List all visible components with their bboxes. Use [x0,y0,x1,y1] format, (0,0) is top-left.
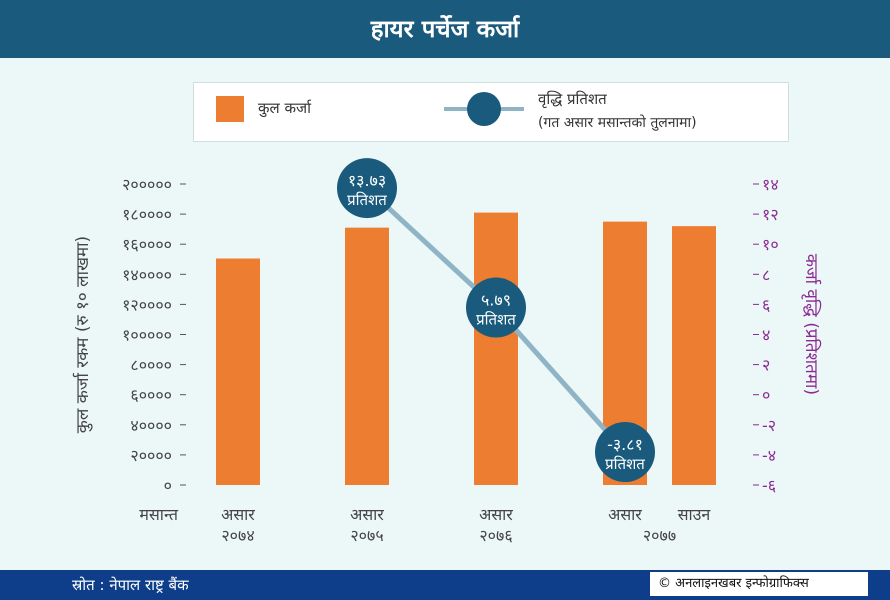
growth-unit-label: प्रतिशत [347,191,387,209]
credit-text: © अनलाइनखबर इन्फोग्राफिक्स [658,576,809,591]
right-axis-tick-label: ४ [762,326,770,345]
growth-marker [595,422,655,483]
bar [474,212,518,485]
source-text: स्रोत : नेपाल राष्ट्र बैंक [72,576,189,594]
growth-marker [466,277,526,338]
growth-value-label: -३.८१ [607,435,643,454]
x-axis-title: मसान्त [139,505,178,524]
right-axis-title: कर्जा वृद्धि (प्रतिशतमा) [801,254,822,395]
right-axis-tick-label: ६ [762,295,770,314]
x-tick-year-label: २०७५ [350,526,383,545]
legend: कुल कर्जा वृद्धि प्रतिशत (गत असार मसान्त… [193,82,789,142]
left-axis-tick-label: १२०००० [122,295,172,314]
x-tick-label: असार [479,505,513,524]
left-axis-tick-label: ६०००० [130,386,172,405]
right-axis-tick-label: -४ [762,446,776,465]
x-tick-year-label: २०७४ [221,526,254,545]
right-axis-tick-label: १४ [762,175,779,194]
growth-marker [337,158,397,219]
legend-marker-swatch [467,92,501,126]
legend-line-sublabel: (गत असार मसान्तको तुलनामा) [538,115,697,131]
left-axis-tick-label: १६०००० [122,235,172,254]
x-tick-label: असार [608,505,642,524]
legend-line-label: वृद्धि प्रतिशत [538,90,607,108]
growth-unit-label: प्रतिशत [476,311,516,329]
left-axis-tick-label: १८०००० [122,205,172,224]
left-axis-tick-label: ४०००० [130,416,172,435]
x-tick-label: असार [350,505,384,524]
right-axis-tick-label: -२ [762,416,776,435]
bar [345,227,389,485]
left-axis-tick-label: २०००० [130,446,172,465]
x-group-year-label: २०७७ [643,526,676,545]
left-axis-tick-label: ८०००० [130,356,172,375]
left-axis-tick-label: १४०००० [122,265,172,284]
right-axis-tick-label: ० [762,386,770,405]
right-axis-tick-label: -६ [762,476,776,495]
left-axis-tick-label: २००००० [122,175,172,194]
bar [216,258,260,485]
legend-bar-swatch [216,96,244,122]
right-axis-tick-label: १२ [762,205,779,224]
bar [672,226,716,485]
left-axis-title: कुल कर्जा रकम (रु १० लाखमा) [72,236,93,433]
right-axis-tick-label: ८ [762,265,770,284]
x-tick-year-label: २०७६ [479,526,512,545]
left-axis-tick-label: ० [164,476,172,495]
left-axis-tick-label: १००००० [122,326,172,345]
growth-value-label: १३.७३ [348,171,386,190]
header-bar [0,0,890,58]
x-tick-label: साउन [678,505,712,524]
chart-title: हायर पर्चेज कर्जा [370,15,520,43]
right-axis-tick-label: २ [762,356,770,375]
legend-bar-label: कुल कर्जा [258,99,311,117]
right-axis-tick-label: १० [762,235,779,254]
credit-box [650,572,868,596]
x-tick-label: असार [221,505,255,524]
growth-value-label: ५.७९ [481,291,511,310]
growth-unit-label: प्रतिशत [605,455,645,473]
